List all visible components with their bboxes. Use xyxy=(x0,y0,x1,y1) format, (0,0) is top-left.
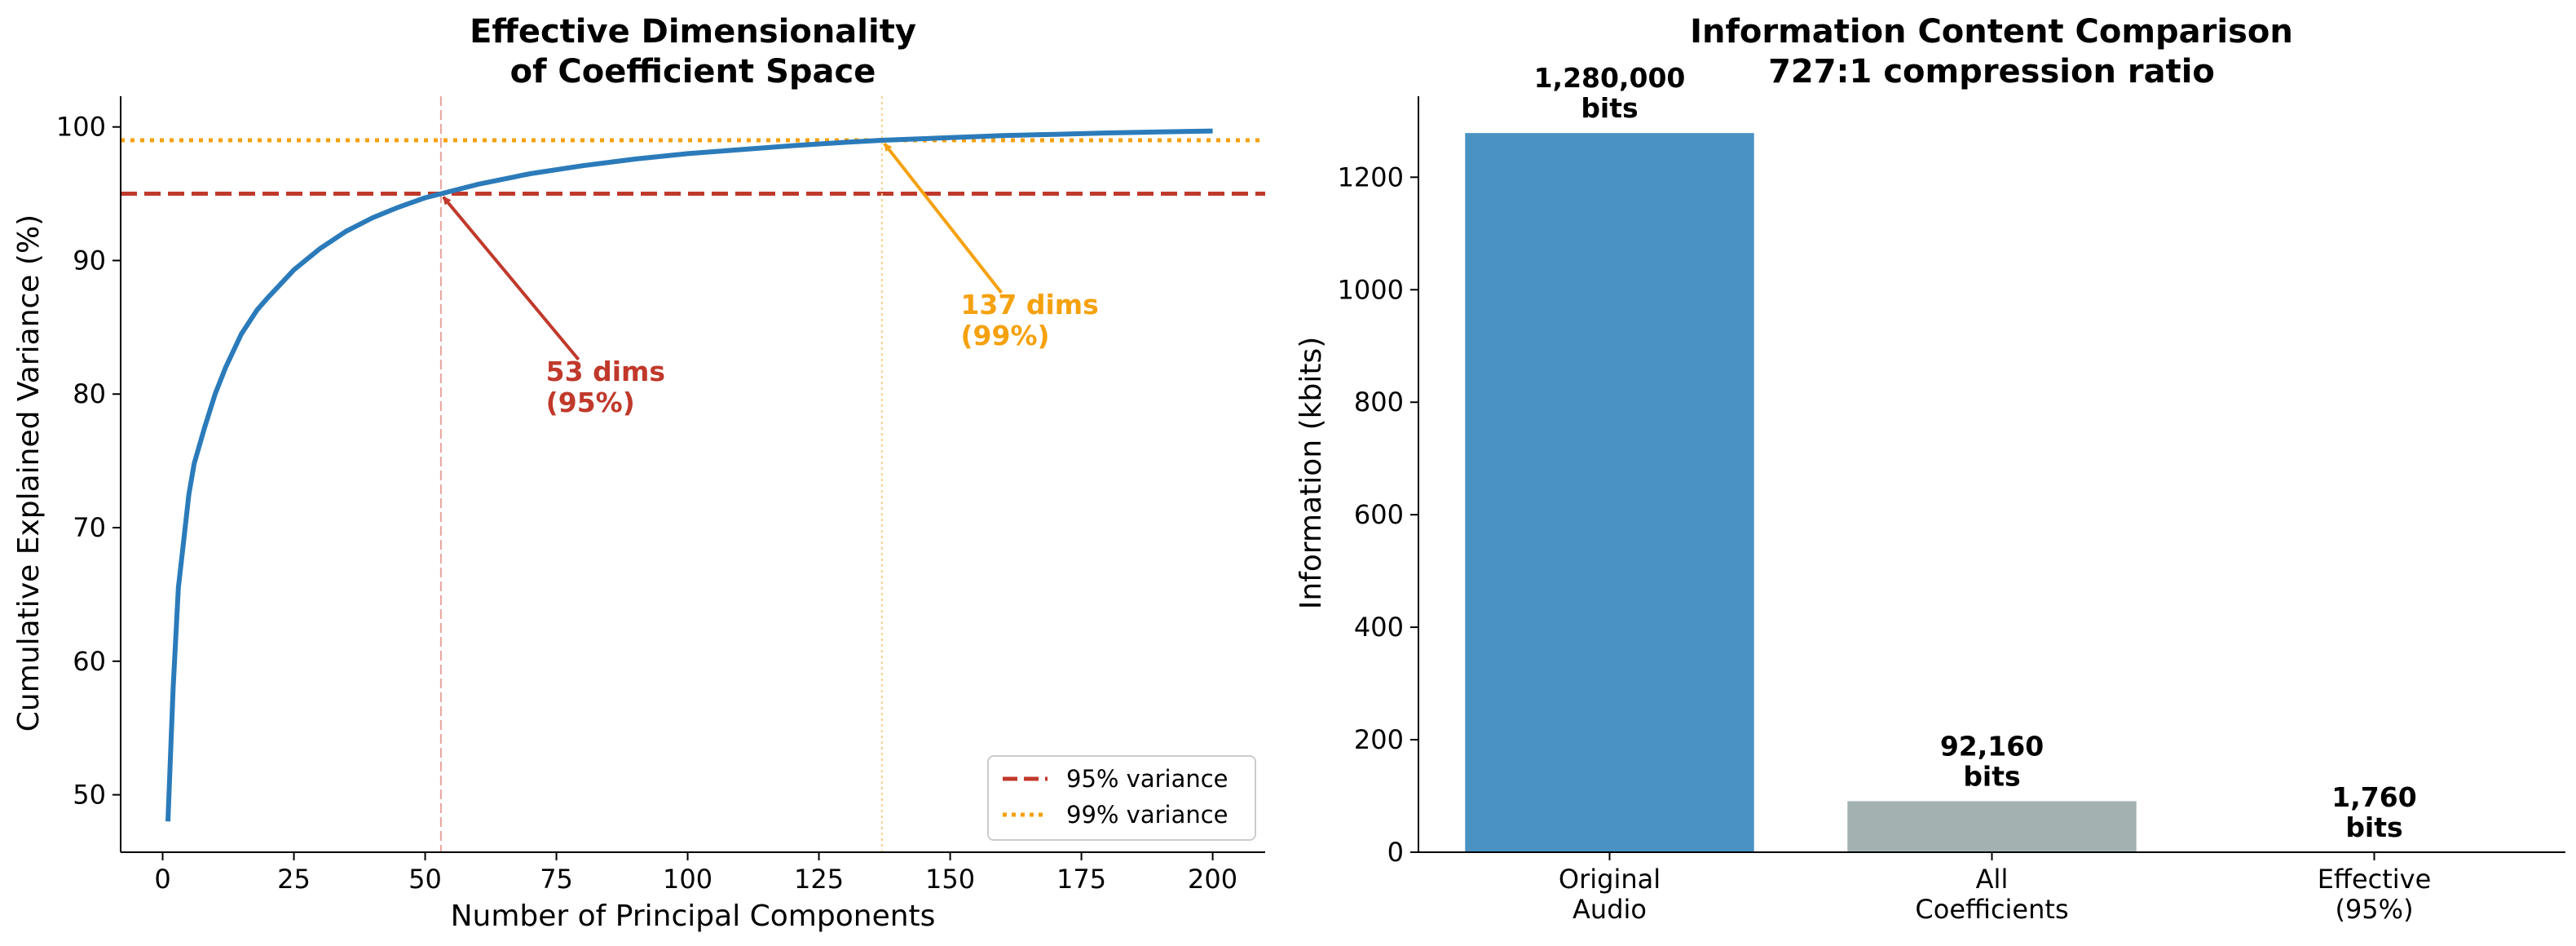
y-tick-label: 100 xyxy=(56,112,106,143)
x-ticks: 0 25 50 75 100 125 150 175 200 xyxy=(154,852,1237,895)
legend-frame xyxy=(987,755,1256,841)
chart-subtitle: of Coefficient Space xyxy=(510,53,876,91)
y-tick-label: 1000 xyxy=(1338,274,1404,305)
x-axis-label: Number of Principal Components xyxy=(451,900,936,933)
y-ticks: 50 60 70 80 90 100 xyxy=(56,112,121,811)
annotation-text: 53 dims xyxy=(546,356,665,387)
x-tick-label: Audio xyxy=(1573,894,1647,925)
bar-value-label: bits xyxy=(1581,92,1638,124)
bar xyxy=(1846,799,2138,853)
y-tick-label: 80 xyxy=(73,378,106,409)
y-tick-label: 0 xyxy=(1387,837,1404,868)
x-tick-label: 200 xyxy=(1188,864,1237,895)
x-tick-label: (95%) xyxy=(2335,894,2413,925)
y-tick-label: 1200 xyxy=(1338,161,1404,192)
x-tick-label: 175 xyxy=(1056,864,1106,895)
x-tick-label: 75 xyxy=(540,864,573,895)
x-tick-label: Coefficients xyxy=(1915,894,2068,925)
chart-title: Effective Dimensionality xyxy=(470,13,916,51)
y-tick-label: 70 xyxy=(73,512,106,543)
x-tick-label: Original xyxy=(1559,864,1661,895)
y-tick-label: 90 xyxy=(73,245,106,276)
x-tick-label: 100 xyxy=(663,864,712,895)
y-ticks: 0 200 400 600 800 1000 1200 xyxy=(1338,161,1418,868)
x-tick-label: 150 xyxy=(925,864,975,895)
x-tick-label: 0 xyxy=(154,864,170,895)
x-tick-label: 125 xyxy=(794,864,844,895)
bar-value-label: 92,160 xyxy=(1940,730,2044,762)
x-tick-label: All xyxy=(1976,864,2009,895)
variance-chart: Effective Dimensionality of Coefficient … xyxy=(12,13,1265,933)
bar-value-label: bits xyxy=(2345,811,2402,843)
legend: 95% variance 99% variance xyxy=(987,755,1256,841)
annotation-text: (95%) xyxy=(546,387,635,418)
annotation-arrow xyxy=(442,196,580,361)
bar-value-label: 1,760 xyxy=(2331,781,2416,813)
bar xyxy=(1463,131,1756,853)
chart-title: Information Content Comparison xyxy=(1690,13,2293,51)
chart-subtitle: 727:1 compression ratio xyxy=(1768,53,2215,91)
x-tick-label: 50 xyxy=(408,864,442,895)
y-tick-label: 600 xyxy=(1354,499,1404,530)
annotation-text: (99%) xyxy=(960,320,1049,351)
y-tick-label: 50 xyxy=(73,780,106,811)
y-axis-label: Cumulative Explained Variance (%) xyxy=(12,214,46,732)
y-tick-label: 60 xyxy=(73,646,106,677)
annotation-arrow xyxy=(883,142,1003,294)
info-chart: Information Content Comparison 727:1 com… xyxy=(1295,13,2565,925)
y-tick-label: 200 xyxy=(1354,724,1404,755)
bar-value-label: bits xyxy=(1963,760,2020,792)
legend-label-99: 99% variance xyxy=(1066,801,1228,829)
bar-value-label: 1,280,000 xyxy=(1534,62,1686,94)
x-tick-label: 25 xyxy=(277,864,311,895)
annotation-text: 137 dims xyxy=(960,289,1098,320)
x-tick-label: Effective xyxy=(2318,864,2432,895)
variance-curve xyxy=(165,128,1213,822)
y-tick-label: 800 xyxy=(1354,387,1404,418)
y-axis-label: Information (kbits) xyxy=(1295,337,1328,610)
variance-plot-area: 53 dims(95%) 137 dims(99%) xyxy=(121,96,1265,852)
y-tick-label: 400 xyxy=(1354,612,1404,643)
legend-label-95: 95% variance xyxy=(1066,765,1228,793)
